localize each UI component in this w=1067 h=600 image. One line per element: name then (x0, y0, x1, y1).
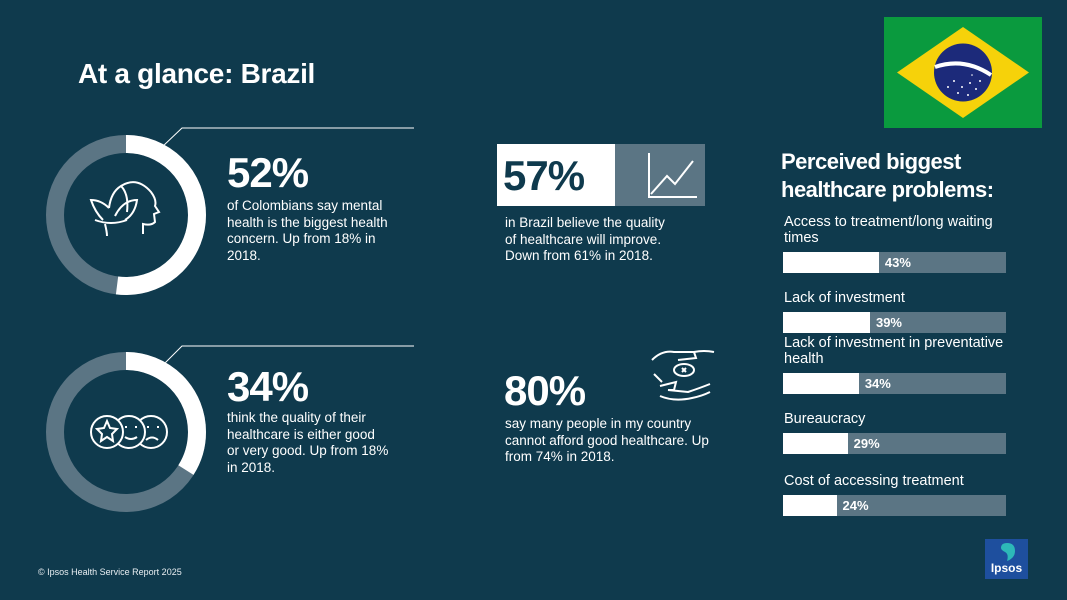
page-title: At a glance: Brazil (78, 58, 316, 89)
problem-bar-value: 39% (875, 315, 902, 330)
stat-improve-line: Down from 61% in 2018. (505, 248, 653, 263)
donut-mental-health (46, 135, 206, 295)
problem-bar-value: 29% (853, 436, 880, 451)
problem-label-line: Cost of accessing treatment (784, 473, 964, 489)
problem-bar-track: 34% (783, 373, 1006, 394)
rating-faces-icon (90, 415, 168, 449)
problem-bar (783, 373, 859, 394)
problem-label: Cost of accessing treatment (784, 473, 1024, 489)
stat-afford-line: cannot afford good healthcare. Up (505, 432, 709, 448)
ipsos-logo: Ipsos (985, 539, 1028, 579)
chart-title: Perceived biggest healthcare problems: (781, 149, 994, 202)
problem-label-line: health (784, 351, 824, 367)
stat-mental-health-line: health is the biggest health (227, 214, 388, 230)
problem-bar (783, 495, 837, 516)
hands-money-icon (651, 350, 715, 401)
problem-label-line: times (784, 230, 819, 246)
stat-quality-rating-line: in 2018. (227, 459, 276, 475)
stat-quality-rating-value: 34% (227, 363, 309, 410)
stat-quality-rating-line: think the quality of their (227, 410, 366, 425)
brazil-flag (884, 17, 1042, 128)
stat-afford-value: 80% (504, 367, 586, 414)
stat-mental-health-line: 2018. (227, 247, 261, 263)
footer-copyright: © Ipsos Health Service Report 2025 (38, 567, 182, 577)
problem-label: Bureaucracy (784, 411, 1024, 427)
stat-improve-line: in Brazil believe the quality (505, 215, 665, 230)
ipsos-logo-mark (1001, 543, 1015, 561)
donut-quality-rating-arc (46, 352, 206, 512)
problem-bar (783, 433, 848, 454)
problem-bar-track: 39% (783, 312, 1006, 333)
problem-bar (783, 312, 870, 333)
problem-label-line: Access to treatment/long waiting (784, 214, 993, 230)
problem-label-line: Bureaucracy (784, 411, 866, 427)
problem-bar (783, 252, 879, 273)
donut-mental-health-arc (46, 135, 206, 295)
donut-quality-rating (46, 352, 206, 512)
problem-label-line: Lack of investment (784, 290, 905, 306)
stat-mental-health-line: of Colombians say mental (227, 198, 383, 213)
stat-improve-value: 57% (503, 152, 585, 199)
lotus-head-icon (89, 181, 161, 237)
stat-afford-line: say many people in my country (505, 416, 692, 431)
problem-bar-track: 29% (783, 433, 1006, 454)
stat-quality-rating-line: healthcare is either good (227, 426, 375, 442)
problem-label-line: Lack of investment in preventative (784, 335, 1004, 351)
problem-bar-value: 34% (864, 376, 891, 391)
stat-afford-line: from 74% in 2018. (505, 449, 615, 464)
problem-bar-value: 24% (842, 498, 869, 513)
problem-bar-value: 43% (884, 255, 911, 270)
stat-improve-box: 57% (497, 144, 705, 206)
problem-label: Lack of investment (784, 290, 1024, 306)
stat-quality-rating-line: or very good. Up from 18% (227, 443, 389, 458)
stat-mental-health-value: 52% (227, 149, 309, 196)
stat-mental-health-line: concern. Up from 18% in (227, 231, 376, 246)
problem-label: Access to treatment/long waiting times (784, 214, 1024, 246)
trend-up-chart-icon (648, 153, 697, 198)
ipsos-logo-text: Ipsos (990, 561, 1023, 575)
problem-bar-track: 43% (783, 252, 1006, 273)
problem-bar-track: 24% (783, 495, 1006, 516)
problem-label: Lack of investment in preventative health (784, 335, 1024, 367)
stat-improve-line: of healthcare will improve. (505, 231, 662, 247)
